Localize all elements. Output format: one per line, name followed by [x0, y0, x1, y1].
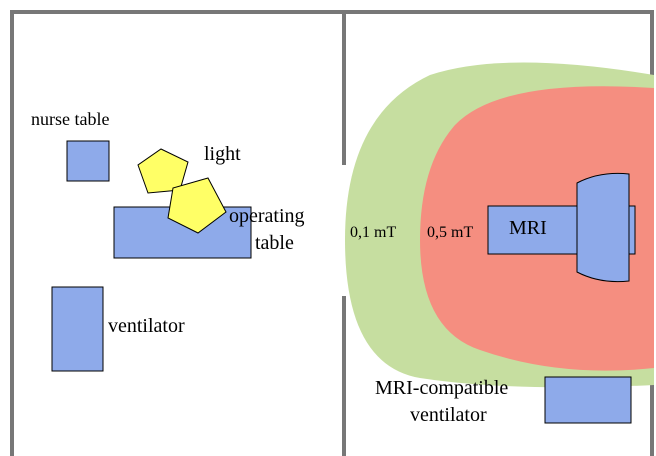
light-label: light	[204, 143, 241, 165]
zone-0-5mT-label: 0,5 mT	[427, 224, 473, 241]
operating-table-label-line1: operating	[229, 205, 305, 227]
nurse-table-label: nurse table	[31, 109, 109, 129]
compatible-ventilator-label-line2: ventilator	[410, 404, 487, 426]
light-pentagon-1	[137, 148, 189, 194]
mri-label: MRI	[509, 217, 547, 239]
nurse-table	[66, 140, 110, 182]
operating-table-label-line2: table	[255, 232, 294, 254]
mri-gantry	[576, 172, 630, 283]
mri-compatible-ventilator	[544, 376, 632, 424]
ventilator-label: ventilator	[108, 315, 185, 337]
zone-0-1mT-label: 0,1 mT	[350, 224, 396, 241]
light-pentagon-2	[167, 177, 227, 234]
ventilator	[51, 286, 104, 372]
compatible-ventilator-label-line1: MRI-compatible	[375, 377, 508, 399]
